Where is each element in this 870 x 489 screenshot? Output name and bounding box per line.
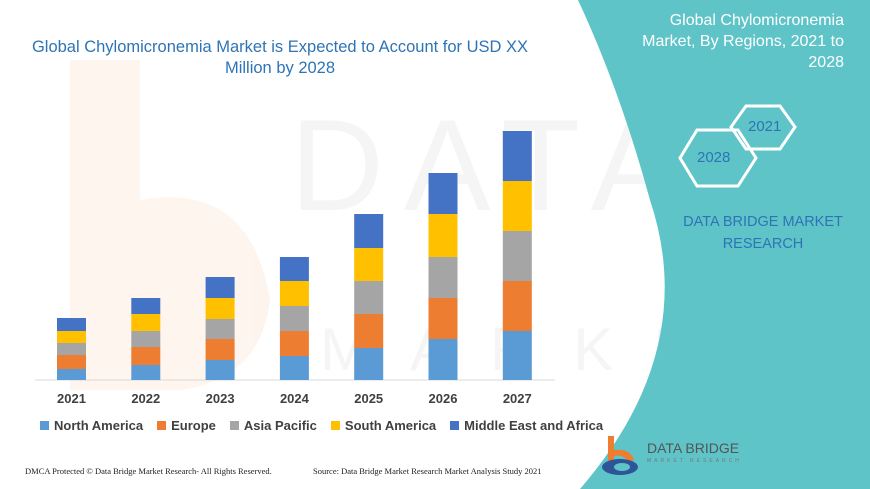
- x-tick-label: 2022: [131, 391, 160, 406]
- chart-legend: North America Europe Asia Pacific South Ame…: [40, 418, 603, 433]
- legend-swatch: [229, 421, 239, 430]
- legend-swatch: [450, 421, 460, 430]
- legend-swatch: [40, 421, 49, 430]
- bar-2024-north-america: [279, 356, 309, 380]
- side-panel: [578, 0, 870, 489]
- bar-2021-middle-east-and-africa: [57, 318, 86, 331]
- bar-2026-south-america: [428, 214, 458, 257]
- source-note: Source: Data Bridge Market Research Mark…: [313, 466, 542, 476]
- bar-2027-north-america: [502, 331, 532, 380]
- bar-2021-south-america: [57, 331, 86, 343]
- legend-label: North America: [54, 418, 144, 433]
- company-name: DATA BRIDGE MARKET RESEARCH: [683, 214, 843, 252]
- bar-2027-south-america: [502, 181, 532, 231]
- bar-2021-north-america: [57, 369, 86, 380]
- bar-2025-south-america: [354, 248, 384, 281]
- bar-2023-north-america: [205, 360, 235, 380]
- bar-2022-north-america: [131, 365, 161, 380]
- bar-2021-europe: [57, 355, 86, 369]
- data-bridge-logo-icon: [602, 436, 638, 475]
- bar-2023-asia-pacific: [205, 319, 235, 339]
- hex-label-2028: 2028: [697, 149, 731, 166]
- side-panel-title: Global Chylomicronemia Market, By Region…: [642, 12, 844, 71]
- dmca-notice: DMCA Protected © Data Bridge Market Rese…: [25, 466, 272, 476]
- bar-2026-middle-east-and-africa: [428, 173, 458, 214]
- legend-item: South America: [330, 418, 437, 433]
- legend-label: Europe: [171, 418, 216, 433]
- bar-2024-asia-pacific: [279, 306, 309, 331]
- legend-item: Middle East and Africa: [450, 418, 603, 433]
- x-tick-label: 2025: [354, 391, 383, 406]
- hexagon-2021: [729, 104, 797, 151]
- hex-label-2021: 2021: [748, 118, 782, 135]
- bar-2026-asia-pacific: [428, 257, 458, 298]
- logo-tagline: MARKET RESEARCH: [647, 458, 742, 464]
- bar-2025-europe: [354, 314, 384, 348]
- legend-swatch: [157, 421, 167, 430]
- x-tick-label: 2026: [429, 391, 458, 406]
- bar-2021-asia-pacific: [57, 343, 86, 355]
- bar-2022-europe: [131, 347, 161, 365]
- legend-label: Middle East and Africa: [464, 418, 604, 433]
- x-tick-label: 2021: [57, 391, 86, 406]
- bar-2026-europe: [428, 298, 458, 339]
- stacked-bar-chart: 2021 2022 2023 2024 2025 2026 2027: [35, 131, 555, 406]
- x-tick-label: 2024: [280, 391, 310, 406]
- bar-2022-asia-pacific: [131, 331, 161, 347]
- bar-2026-north-america: [428, 339, 458, 380]
- bar-2022-south-america: [131, 314, 161, 331]
- x-tick-label: 2023: [206, 391, 235, 406]
- legend-label: Asia Pacific: [243, 418, 317, 433]
- bar-2024-south-america: [279, 281, 309, 306]
- legend-item: North America: [40, 418, 143, 433]
- page-title: Global Chylomicronemia Market is Expecte…: [31, 38, 529, 77]
- legend-swatch: [330, 421, 340, 430]
- bar-2024-europe: [279, 331, 309, 356]
- bar-2025-north-america: [354, 348, 384, 380]
- logo-name: DATA BRIDGE: [647, 440, 740, 456]
- bar-2023-south-america: [205, 298, 235, 319]
- hexagon-2028: [678, 128, 758, 188]
- bar-2025-asia-pacific: [354, 281, 384, 314]
- bar-2023-middle-east-and-africa: [205, 277, 235, 298]
- legend-item: Asia Pacific: [229, 418, 317, 433]
- bar-2027-middle-east-and-africa: [502, 131, 532, 181]
- bar-2022-middle-east-and-africa: [131, 298, 161, 314]
- x-tick-label: 2027: [503, 391, 532, 406]
- bar-2027-europe: [502, 281, 532, 331]
- legend-item: Europe: [157, 418, 216, 433]
- bar-2023-europe: [205, 339, 235, 360]
- legend-label: South America: [344, 418, 437, 433]
- bar-2024-middle-east-and-africa: [279, 257, 309, 281]
- bar-2027-asia-pacific: [502, 231, 532, 281]
- bar-2025-middle-east-and-africa: [354, 214, 384, 248]
